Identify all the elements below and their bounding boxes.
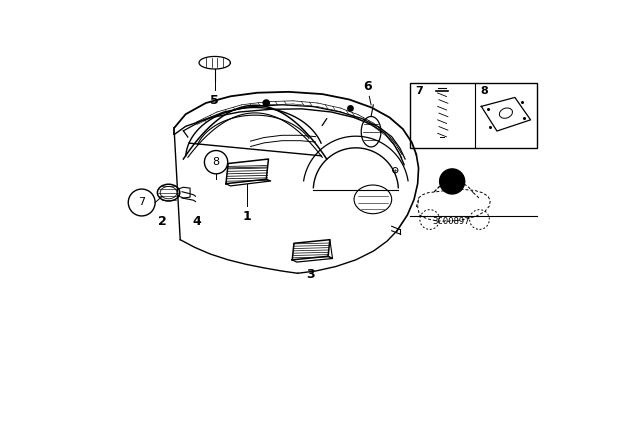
Circle shape <box>263 100 269 106</box>
Text: 8: 8 <box>212 157 220 167</box>
Circle shape <box>348 106 353 111</box>
Text: 7: 7 <box>138 198 145 207</box>
Text: 3: 3 <box>306 268 314 281</box>
Text: 7: 7 <box>415 86 423 96</box>
Text: 6: 6 <box>363 80 372 93</box>
Text: 2: 2 <box>158 215 166 228</box>
Text: 1: 1 <box>243 210 252 223</box>
Text: 8: 8 <box>480 86 488 96</box>
Bar <box>410 83 538 148</box>
Text: 5: 5 <box>211 94 219 107</box>
Text: 3C00897: 3C00897 <box>433 217 470 226</box>
Circle shape <box>440 169 465 194</box>
Text: 4: 4 <box>193 215 201 228</box>
